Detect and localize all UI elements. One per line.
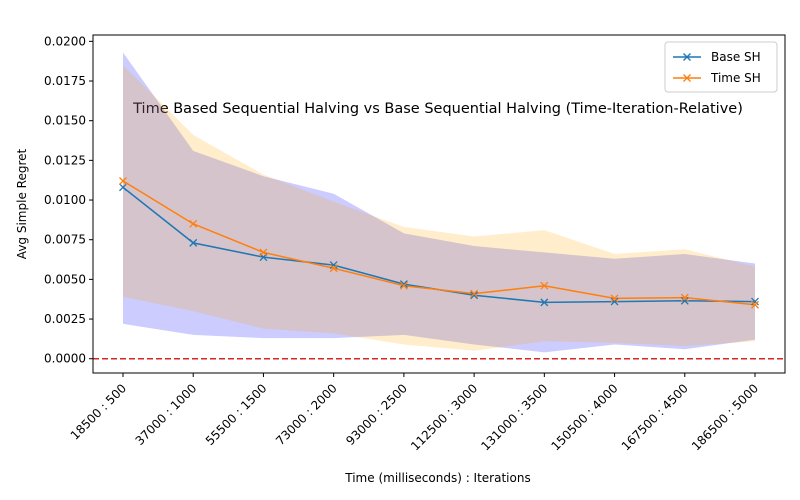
data-point — [610, 297, 619, 306]
y-axis: 0.0000 0.0025 0.0050 0.0075 0.0100 0.0125 0.01… — [44, 34, 93, 366]
data-point — [540, 298, 549, 307]
y-tick-label: 0.0075 — [44, 233, 86, 247]
data-point — [329, 264, 338, 273]
y-tick-label: 0.0050 — [44, 272, 86, 286]
plot-frame — [92, 34, 786, 374]
data-point — [329, 261, 338, 270]
data-point — [751, 297, 759, 306]
data-point — [189, 219, 198, 228]
y-tick-label: 0.0175 — [44, 74, 86, 88]
x-axis-title: Time (milliseconds) : Iterations — [344, 471, 530, 485]
data-point — [540, 281, 549, 290]
data-point — [680, 293, 689, 302]
data-point — [189, 238, 198, 247]
data-point — [399, 281, 408, 290]
band-1 — [123, 65, 755, 351]
legend-box — [664, 41, 778, 93]
y-tick-label: 0.0125 — [44, 153, 86, 167]
data-point — [751, 300, 759, 309]
legend-label: Time SH — [710, 71, 761, 85]
y-tick-label: 0.0000 — [44, 352, 86, 366]
series-markers — [119, 177, 759, 309]
band-0 — [123, 52, 755, 353]
data-point — [119, 183, 127, 192]
data-point — [610, 294, 619, 303]
y-tick-label: 0.0200 — [44, 34, 86, 48]
y-axis-title: Avg Simple Regret — [15, 149, 29, 260]
legend: Base SH Time SH — [664, 41, 778, 93]
data-point — [470, 289, 479, 298]
data-point — [470, 291, 479, 300]
chart-title: Time Based Sequential Halving vs Base Se… — [132, 101, 743, 117]
series-lines — [122, 180, 756, 306]
data-point — [680, 296, 689, 305]
data-point — [399, 280, 408, 289]
y-tick-label: 0.0150 — [44, 114, 86, 128]
data-point — [119, 177, 127, 185]
y-tick-label: 0.0025 — [44, 312, 86, 326]
series-line-1 — [122, 180, 756, 306]
y-tick-label: 0.0100 — [44, 193, 86, 207]
data-point — [259, 248, 268, 257]
confidence-bands — [123, 52, 755, 353]
legend-label: Base SH — [711, 50, 761, 64]
